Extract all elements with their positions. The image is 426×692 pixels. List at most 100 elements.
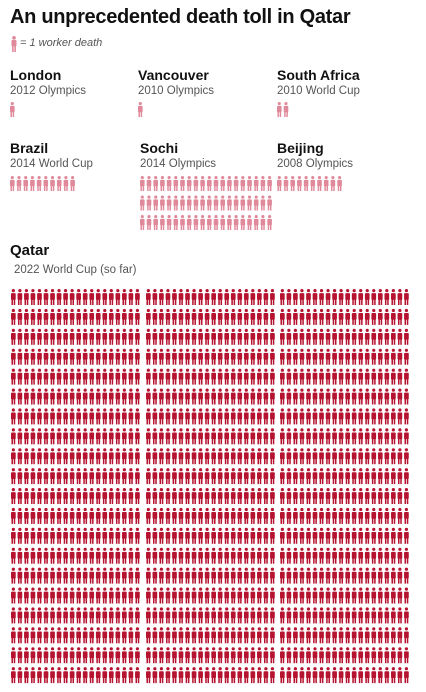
person-icon <box>224 507 230 524</box>
person-icon <box>204 368 210 385</box>
person-icon <box>11 388 16 405</box>
person-icon <box>56 448 62 465</box>
person-icon <box>377 448 383 465</box>
person-icon <box>108 468 114 485</box>
person-icon <box>250 587 256 604</box>
person-icon <box>30 448 36 465</box>
person-icon <box>24 428 29 445</box>
person-icon <box>204 289 210 305</box>
person-icon <box>50 607 55 624</box>
person-icon <box>30 328 36 345</box>
person-icon <box>82 348 88 365</box>
person-icon <box>159 667 164 684</box>
person-icon <box>76 448 81 465</box>
person-icon <box>11 547 16 564</box>
person-icon <box>152 428 158 445</box>
person-icon <box>95 348 101 365</box>
person-icon <box>404 368 409 385</box>
person-icon <box>128 308 134 325</box>
person-icon <box>198 507 203 524</box>
person-icon <box>306 408 311 425</box>
person-icon <box>185 547 190 564</box>
person-icon <box>217 428 223 445</box>
person-icon <box>159 368 164 385</box>
person-icon <box>122 667 127 684</box>
person-icon <box>30 308 36 325</box>
person-icon <box>253 176 259 191</box>
person-icon <box>257 607 262 624</box>
person-icon <box>243 448 249 465</box>
person-icon <box>397 627 403 644</box>
person-icon <box>17 468 23 485</box>
person-icon <box>250 388 256 405</box>
person-icon <box>371 348 377 365</box>
person-icon <box>286 388 292 405</box>
person-icon <box>178 388 184 405</box>
person-icon <box>102 388 108 405</box>
person-icon <box>11 468 16 485</box>
person-icon <box>159 567 164 584</box>
person-icon <box>37 527 42 544</box>
person-icon <box>364 647 370 664</box>
person-icon <box>312 567 318 584</box>
person-icon <box>115 348 121 365</box>
person-icon <box>306 368 311 385</box>
person-icon <box>37 607 42 624</box>
person-icon <box>224 289 230 305</box>
person-icon <box>56 428 62 445</box>
person-icon <box>108 368 114 385</box>
person-icon <box>63 289 68 305</box>
person-icon <box>384 488 390 504</box>
person-icon <box>76 468 81 485</box>
person-icon <box>50 488 55 504</box>
person-icon <box>191 488 197 504</box>
event-name: South Africa <box>277 67 360 83</box>
person-icon <box>204 547 210 564</box>
person-icon <box>63 567 68 584</box>
person-icon <box>371 289 377 305</box>
person-icon <box>391 428 396 445</box>
person-icon <box>384 587 390 604</box>
person-icon <box>178 607 184 624</box>
person-icon <box>108 348 114 365</box>
person-icon <box>69 428 75 445</box>
person-icon <box>397 388 403 405</box>
person-icon <box>82 527 88 544</box>
person-icon <box>17 448 23 465</box>
person-icon <box>11 36 17 52</box>
icon-group <box>138 102 143 117</box>
person-icon <box>24 368 29 385</box>
person-icon <box>76 289 81 305</box>
person-icon <box>286 527 292 544</box>
person-icon <box>178 647 184 664</box>
person-icon <box>224 308 230 325</box>
person-icon <box>146 567 151 584</box>
person-icon <box>204 388 210 405</box>
person-icon <box>237 368 243 385</box>
person-icon <box>299 289 305 305</box>
person-icon <box>250 428 256 445</box>
person-icon <box>24 627 29 644</box>
person-icon <box>82 308 88 325</box>
person-icon <box>306 448 311 465</box>
person-icon <box>95 388 101 405</box>
person-icon <box>243 328 249 345</box>
person-icon <box>217 587 223 604</box>
person-icon <box>76 348 81 365</box>
person-icon <box>10 176 15 191</box>
person-icon <box>364 607 370 624</box>
person-icon <box>102 448 108 465</box>
person-icon <box>178 567 184 584</box>
person-icon <box>299 527 305 544</box>
person-icon <box>152 647 158 664</box>
person-icon <box>371 328 377 345</box>
person-icon <box>172 488 177 504</box>
person-icon <box>50 547 55 564</box>
person-icon <box>56 488 62 504</box>
person-icon <box>257 667 262 684</box>
person-icon <box>384 448 390 465</box>
person-icon <box>306 507 311 524</box>
person-icon <box>243 627 249 644</box>
person-icon <box>185 627 190 644</box>
person-icon <box>172 388 177 405</box>
